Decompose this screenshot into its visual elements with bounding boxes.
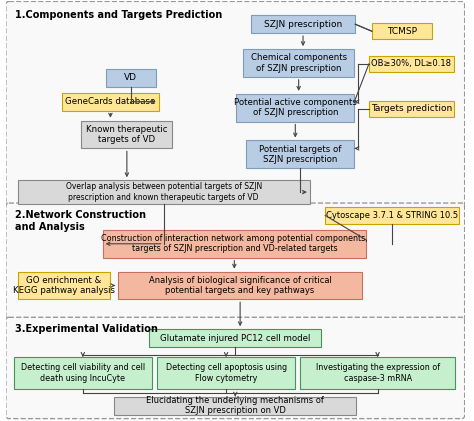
FancyBboxPatch shape [246, 141, 355, 168]
FancyBboxPatch shape [82, 120, 173, 149]
Text: Glutamate injured PC12 cell model: Glutamate injured PC12 cell model [160, 334, 310, 343]
Text: Detecting cell apoptosis using
Flow cytometry: Detecting cell apoptosis using Flow cyto… [165, 363, 287, 383]
Text: Known therapeutic
targets of VD: Known therapeutic targets of VD [86, 125, 168, 144]
Text: 2.Network Construction
and Analysis: 2.Network Construction and Analysis [15, 210, 146, 232]
FancyBboxPatch shape [18, 180, 310, 204]
FancyBboxPatch shape [157, 357, 295, 389]
Text: Targets prediction: Targets prediction [371, 104, 452, 113]
Text: Cytoscape 3.7.1 & STRING 10.5: Cytoscape 3.7.1 & STRING 10.5 [326, 211, 458, 220]
FancyBboxPatch shape [243, 49, 355, 77]
Text: Analysis of biological significance of critical
potential targets and key pathwa: Analysis of biological significance of c… [149, 276, 331, 295]
FancyBboxPatch shape [103, 230, 366, 258]
FancyBboxPatch shape [300, 357, 455, 389]
Text: Investigating the expression of
caspase-3 mRNA: Investigating the expression of caspase-… [316, 363, 439, 383]
FancyBboxPatch shape [114, 397, 356, 415]
Text: OB≥30%, DL≥0.18: OB≥30%, DL≥0.18 [372, 59, 451, 69]
FancyBboxPatch shape [6, 317, 465, 418]
FancyBboxPatch shape [372, 23, 432, 39]
FancyBboxPatch shape [369, 101, 454, 117]
FancyBboxPatch shape [14, 357, 152, 389]
Text: VD: VD [124, 73, 137, 83]
FancyBboxPatch shape [236, 94, 355, 122]
Text: Overlap analysis between potential targets of SZJN
prescription and known therap: Overlap analysis between potential targe… [65, 182, 262, 202]
FancyBboxPatch shape [106, 69, 156, 87]
FancyBboxPatch shape [18, 272, 110, 299]
FancyBboxPatch shape [251, 15, 356, 33]
Text: Construction of interaction network among potential components,
targets of SZJN : Construction of interaction network amon… [101, 234, 368, 253]
FancyBboxPatch shape [6, 1, 465, 206]
FancyBboxPatch shape [369, 56, 454, 72]
FancyBboxPatch shape [149, 329, 321, 347]
Text: 1.Components and Targets Prediction: 1.Components and Targets Prediction [15, 11, 222, 20]
Text: Detecting cell viability and cell
death using IncuCyte: Detecting cell viability and cell death … [21, 363, 145, 383]
Text: SZJN prescription: SZJN prescription [264, 20, 342, 29]
FancyBboxPatch shape [62, 93, 159, 111]
FancyBboxPatch shape [325, 207, 459, 224]
Text: GO enrichment &
KEGG pathway analysis: GO enrichment & KEGG pathway analysis [13, 276, 115, 295]
FancyBboxPatch shape [118, 272, 362, 299]
Text: Chemical components
of SZJN prescription: Chemical components of SZJN prescription [251, 53, 347, 73]
FancyBboxPatch shape [6, 203, 465, 320]
Text: Potential active components
of SZJN prescription: Potential active components of SZJN pres… [234, 98, 357, 117]
Text: Potential targets of
SZJN prescription: Potential targets of SZJN prescription [259, 145, 341, 164]
Text: GeneCards database: GeneCards database [65, 97, 155, 106]
Text: 3.Experimental Validation: 3.Experimental Validation [15, 324, 157, 334]
Text: Elucidating the underlying mechanisms of
SZJN prescription on VD: Elucidating the underlying mechanisms of… [146, 396, 324, 416]
Text: TCMSP: TCMSP [387, 27, 417, 36]
